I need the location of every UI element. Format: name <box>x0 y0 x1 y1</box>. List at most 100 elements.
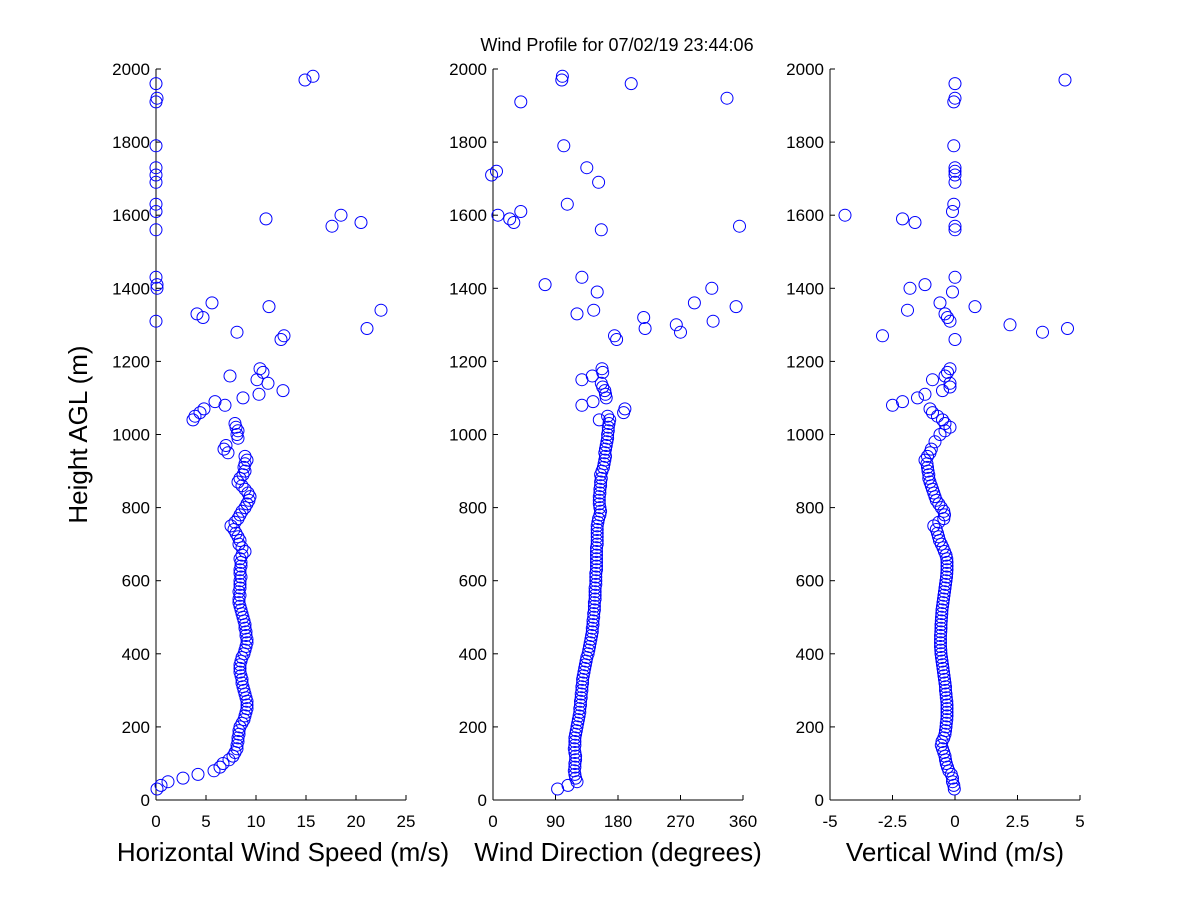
data-point <box>939 680 952 694</box>
data-point <box>935 654 949 668</box>
data-point <box>590 285 604 299</box>
data-point <box>592 497 606 511</box>
y-tick-label: 400 <box>459 645 487 664</box>
data-point <box>934 618 948 632</box>
data-point <box>240 636 254 650</box>
data-point <box>231 424 245 438</box>
data-point <box>240 702 254 716</box>
data-point <box>259 212 273 226</box>
data-point <box>938 417 952 430</box>
data-point <box>968 300 982 314</box>
data-point <box>176 771 190 785</box>
data-point <box>935 603 949 617</box>
data-point <box>228 417 242 430</box>
data-point <box>221 446 235 460</box>
data-point <box>901 303 914 317</box>
data-point <box>948 223 962 237</box>
data-point <box>223 369 237 383</box>
data-point <box>948 77 962 91</box>
x-tick-label: -2.5 <box>878 812 907 831</box>
data-point <box>235 479 249 493</box>
data-point <box>230 742 244 756</box>
data-point <box>938 727 952 741</box>
data-point <box>896 395 909 409</box>
data-point <box>514 205 528 218</box>
data-point <box>232 596 246 610</box>
data-point <box>936 413 949 427</box>
x-axis-label: Wind Direction (degrees) <box>474 837 762 867</box>
data-point <box>948 333 962 346</box>
y-tick-label: 1800 <box>786 133 824 152</box>
y-tick-label: 1000 <box>449 426 487 445</box>
data-point <box>587 599 601 613</box>
data-point <box>568 738 582 752</box>
data-point <box>948 175 962 189</box>
data-point <box>256 365 270 379</box>
data-point <box>228 515 242 529</box>
x-tick-label: -5 <box>822 812 837 831</box>
data-point <box>923 402 937 416</box>
x-axis-label: Vertical Wind (m/s) <box>846 837 1064 867</box>
data-point <box>576 676 590 690</box>
y-tick-label: 800 <box>796 499 824 518</box>
y-tick-label: 1800 <box>449 133 487 152</box>
x-tick-label: 25 <box>397 812 416 831</box>
data-point <box>934 632 947 646</box>
data-point <box>947 139 961 153</box>
data-point <box>205 296 219 310</box>
data-point <box>587 303 601 317</box>
data-point <box>233 665 247 679</box>
data-point <box>233 508 247 522</box>
data-point <box>555 69 569 83</box>
data-point <box>150 278 164 292</box>
data-point <box>587 603 601 617</box>
data-point <box>589 570 603 584</box>
data-point <box>149 270 163 284</box>
data-point <box>937 504 951 518</box>
data-point <box>594 376 608 390</box>
data-point <box>262 300 276 314</box>
y-tick-label: 1200 <box>449 352 487 371</box>
chart-panel-2: 0 200 400 600 800 1000 1200 1400 1600 1800 2000 0 90… <box>449 60 762 867</box>
data-point <box>940 566 954 580</box>
y-tick-label: 1600 <box>449 206 487 225</box>
data-point <box>943 362 957 376</box>
data-point <box>903 281 917 295</box>
data-series <box>149 69 388 796</box>
data-point <box>934 621 948 635</box>
data-point <box>1036 325 1049 339</box>
data-point <box>236 468 250 482</box>
y-tick-label: 1600 <box>112 206 150 225</box>
data-point <box>233 720 247 734</box>
data-point <box>590 526 604 540</box>
y-tick-label: 1800 <box>112 133 150 152</box>
data-point <box>570 307 584 321</box>
y-tick-label: 0 <box>815 791 824 810</box>
data-point <box>947 197 961 211</box>
x-tick-label: 0 <box>488 812 497 831</box>
data-point <box>196 311 210 324</box>
data-point <box>934 640 947 653</box>
data-point <box>638 322 652 335</box>
data-point <box>943 376 957 390</box>
data-point <box>150 782 164 796</box>
data-point <box>936 596 950 610</box>
data-point <box>298 73 312 87</box>
data-point <box>939 720 953 734</box>
data-point <box>1061 322 1074 335</box>
data-point <box>590 530 604 544</box>
data-point <box>939 691 953 705</box>
data-point <box>610 333 624 346</box>
data-point <box>618 402 632 416</box>
data-point <box>594 223 608 237</box>
data-point <box>374 303 388 317</box>
data-point <box>886 398 899 412</box>
data-point <box>733 219 746 233</box>
data-point <box>191 767 205 781</box>
data-point <box>706 314 720 328</box>
data-point <box>590 548 603 562</box>
data-point <box>574 698 587 712</box>
x-tick-label: 20 <box>347 812 366 831</box>
data-point <box>926 406 939 420</box>
x-tick-label: 5 <box>1075 812 1084 831</box>
